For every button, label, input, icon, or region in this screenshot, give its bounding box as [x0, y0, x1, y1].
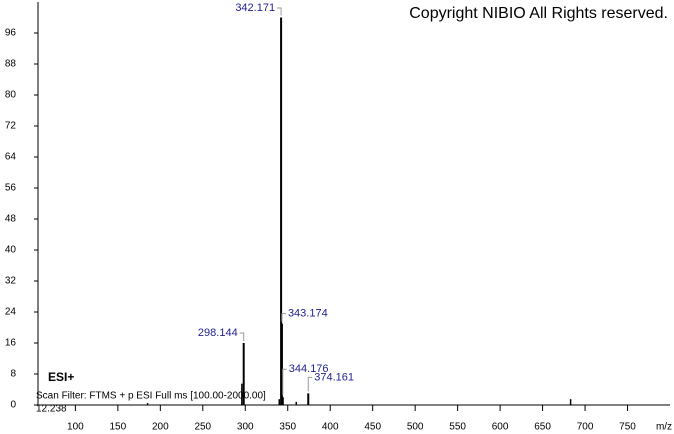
x-tick-label: 150 [110, 422, 127, 433]
y-tick-label: 32 [5, 276, 17, 287]
x-tick-label: 700 [577, 422, 594, 433]
peak-label: 343.174 [288, 308, 328, 320]
x-axis-label: m/z [656, 422, 672, 433]
y-tick-label: 56 [5, 183, 17, 194]
scan-filter: Scan Filter: FTMS + p ESI Full ms [100.0… [36, 391, 266, 402]
x-tick-label: 650 [534, 422, 551, 433]
x-tick-label: 600 [492, 422, 509, 433]
y-tick-label: 40 [5, 245, 17, 256]
y-tick-label: 48 [5, 214, 17, 225]
x-tick-label: 200 [152, 422, 169, 433]
x-tick-label: 400 [322, 422, 339, 433]
x-tick-label: 100 [67, 422, 84, 433]
x-tick-label: 450 [364, 422, 381, 433]
label-leader [307, 376, 313, 392]
x-tick-label: 500 [407, 422, 424, 433]
retention-time: 12.238 [36, 404, 67, 415]
peak-label: 374.161 [314, 371, 354, 383]
y-tick-label: 24 [5, 307, 17, 318]
label-leader [281, 313, 286, 322]
x-tick-label: 250 [194, 422, 211, 433]
ion-mode: ESI+ [48, 370, 74, 384]
y-tick-label: 16 [5, 338, 17, 349]
y-tick-label: 96 [5, 28, 17, 39]
peak-label: 342.171 [235, 2, 275, 14]
label-leader [282, 368, 287, 396]
peak-label: 344.176 [289, 363, 329, 375]
x-tick-label: 350 [279, 422, 296, 433]
x-tick-label: 550 [449, 422, 466, 433]
label-leader [277, 7, 282, 16]
y-tick-label: 80 [5, 90, 17, 101]
y-tick-label: 8 [10, 369, 16, 380]
y-tick-label: 72 [5, 121, 17, 132]
x-tick-label: 750 [619, 422, 636, 433]
copyright: Copyright NIBIO All Rights reserved. [409, 5, 668, 22]
y-tick-label: 0 [10, 400, 16, 411]
y-tick-label: 88 [5, 59, 17, 70]
x-tick-label: 300 [237, 422, 254, 433]
y-tick-label: 64 [5, 152, 17, 163]
label-leader [239, 332, 245, 341]
peak-label: 298.144 [198, 327, 238, 339]
